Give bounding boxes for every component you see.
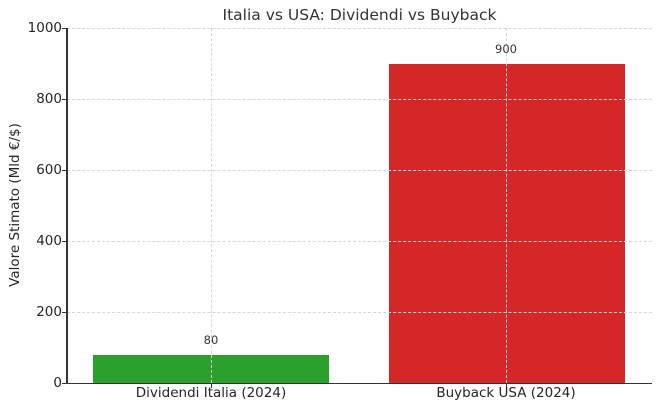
- y-axis-label: Valore Stimato (Mld €/$): [7, 123, 23, 287]
- y-tick: [62, 383, 66, 384]
- x-tick-label-dividendi: Dividendi Italia (2024): [135, 385, 287, 401]
- y-tick-label-600: 600: [36, 162, 62, 178]
- bar-value-label-80: 80: [203, 333, 219, 347]
- chart-title: Italia vs USA: Dividendi vs Buyback: [222, 6, 497, 24]
- y-tick-label-1000: 1000: [27, 20, 62, 36]
- y-tick-label-400: 400: [36, 233, 62, 249]
- y-tick: [62, 170, 66, 171]
- x-tick-label-buyback: Buyback USA (2024): [436, 385, 576, 401]
- plot-area: 80 900: [67, 28, 652, 383]
- bar-value-label-900: 900: [495, 42, 517, 56]
- y-tick-label-200: 200: [36, 304, 62, 320]
- bar-dividendi-italia: [93, 354, 329, 383]
- bottom-spine: [66, 382, 652, 384]
- v-grid-line: [211, 28, 212, 383]
- y-tick: [62, 312, 66, 313]
- h-grid-line: [67, 28, 652, 29]
- y-tick: [62, 99, 66, 100]
- y-tick: [62, 241, 66, 242]
- left-spine: [66, 28, 68, 384]
- y-tick-label-800: 800: [36, 91, 62, 107]
- x-tick: [211, 384, 212, 388]
- y-tick-label-0: 0: [53, 375, 62, 391]
- x-tick: [506, 384, 507, 388]
- bar-buyback-usa: [389, 63, 625, 383]
- y-tick: [62, 28, 66, 29]
